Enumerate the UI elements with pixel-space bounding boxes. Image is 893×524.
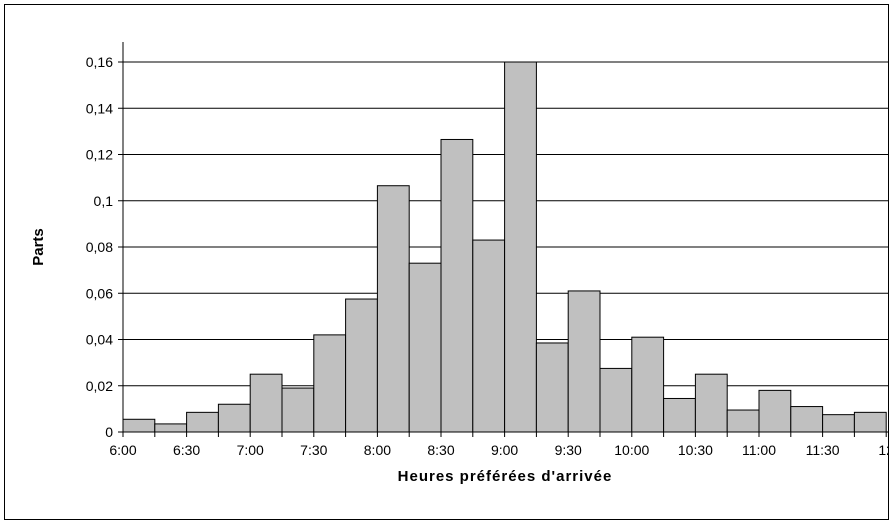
x-tick-label: 6:30	[173, 442, 200, 458]
bar	[599, 367, 633, 433]
bar	[281, 387, 315, 433]
chart-frame: 0 0,02 0,04 0,06 0,08 0,1 0,12 0,14 0,16 6:00 6:3…	[4, 4, 889, 520]
y-tick-label: 0	[105, 424, 113, 440]
y-tick-label: 0,06	[86, 285, 113, 301]
x-tick-labels: 6:00 6:30 7:00 7:30 8:00 8:30 9:00 9:30 10:00 10:…	[109, 432, 889, 458]
bar	[535, 342, 569, 433]
x-axis-title: Heures préférées d'arrivée	[398, 468, 613, 485]
x-tick-label: 6:00	[109, 442, 136, 458]
axes	[122, 42, 888, 433]
bar	[345, 298, 378, 433]
bars	[122, 61, 887, 433]
y-axis-title: Parts	[30, 228, 47, 266]
y-tick-label: 0,16	[86, 54, 113, 70]
x-tick-label: 8:30	[427, 442, 454, 458]
x-tick-label: 10:30	[678, 442, 713, 458]
bar	[186, 411, 219, 433]
y-tick-label: 0,04	[86, 332, 113, 348]
bar	[663, 397, 696, 433]
bar	[313, 334, 347, 433]
bar	[822, 414, 855, 433]
bar	[217, 403, 251, 433]
y-tick-labels: 0 0,02 0,04 0,06 0,08 0,1 0,12 0,14 0,16	[86, 54, 113, 440]
bar	[408, 262, 442, 433]
bar	[249, 373, 283, 433]
bar-chart: 0 0,02 0,04 0,06 0,08 0,1 0,12 0,14 0,16 6:00 6:3…	[30, 42, 889, 485]
bar	[853, 411, 887, 433]
y-tick-label: 0,12	[86, 147, 113, 163]
bar	[122, 418, 156, 433]
bar	[154, 423, 188, 433]
y-tick-label: 0,08	[86, 239, 113, 255]
bar	[631, 336, 665, 433]
x-tick-label: 12	[878, 442, 889, 458]
bar	[376, 185, 410, 433]
y-tick-label: 0,02	[86, 378, 113, 394]
x-tick-label: 10:00	[614, 442, 649, 458]
x-tick-label: 11:00	[742, 442, 776, 458]
x-tick-label: 9:30	[555, 442, 582, 458]
bar	[726, 409, 760, 433]
bar	[504, 61, 537, 433]
x-tick-label: 8:00	[364, 442, 391, 458]
bar	[758, 389, 792, 433]
bar	[472, 239, 506, 433]
y-tick-label: 0,14	[86, 100, 113, 116]
x-tick-label: 9:00	[491, 442, 518, 458]
bar	[790, 406, 824, 433]
x-tick-label: 7:30	[300, 442, 327, 458]
bar	[567, 290, 601, 433]
bar	[440, 138, 474, 433]
bar	[694, 373, 728, 433]
x-tick-label: 11:30	[806, 442, 840, 458]
y-tick-label: 0,1	[94, 193, 114, 209]
x-tick-label: 7:00	[237, 442, 264, 458]
